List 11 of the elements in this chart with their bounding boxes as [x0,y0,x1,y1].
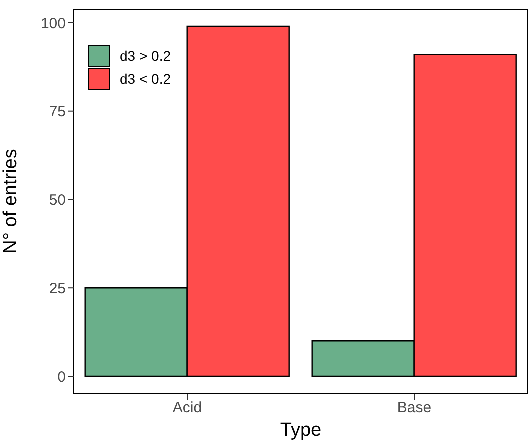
y-tick-label: 100 [40,15,66,32]
y-axis-title: N° of entries [0,149,22,254]
legend-label: d3 > 0.2 [120,48,171,64]
y-tick-label: 75 [49,104,66,121]
y-tick-label: 25 [49,280,66,298]
y-tick-label: 50 [49,192,66,210]
x-tick-label: Acid [172,400,202,417]
x-tick-label: Base [397,400,432,417]
legend-label: d3 < 0.2 [120,70,171,86]
y-tick-label: 0 [58,368,66,386]
x-axis-title: Type [280,420,322,441]
